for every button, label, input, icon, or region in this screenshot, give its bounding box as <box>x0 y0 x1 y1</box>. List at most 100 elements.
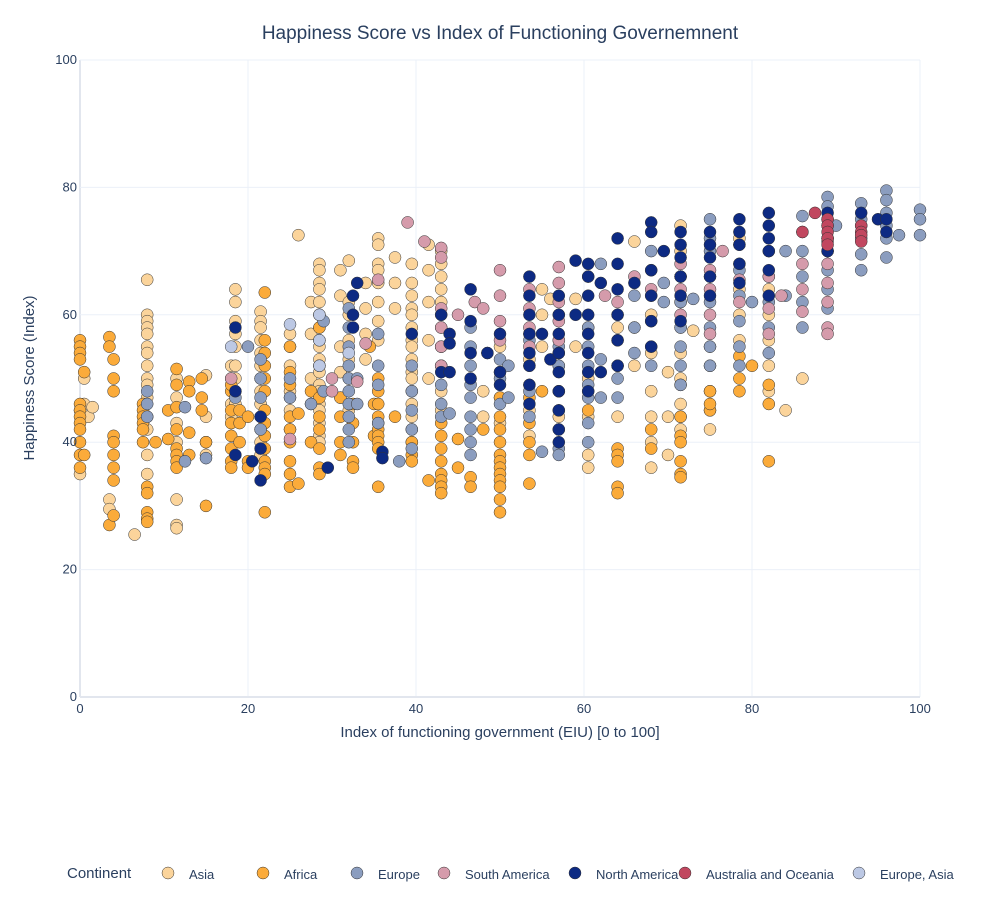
data-point[interactable] <box>581 416 595 430</box>
data-point[interactable] <box>716 244 729 258</box>
data-point[interactable] <box>371 238 385 251</box>
data-point[interactable] <box>254 442 267 455</box>
data-point[interactable] <box>854 263 868 277</box>
data-point[interactable] <box>388 410 402 423</box>
data-point[interactable] <box>422 334 435 347</box>
data-point[interactable] <box>283 455 297 468</box>
data-point[interactable] <box>170 378 183 392</box>
data-point[interactable] <box>611 359 624 373</box>
data-point[interactable] <box>880 225 893 239</box>
data-point[interactable] <box>523 346 536 360</box>
data-point[interactable] <box>107 353 120 366</box>
data-point[interactable] <box>334 448 347 462</box>
data-point[interactable] <box>552 365 566 379</box>
data-point[interactable] <box>493 327 507 341</box>
data-point[interactable] <box>657 295 671 309</box>
data-point[interactable] <box>325 384 339 398</box>
legend-item[interactable]: Africa <box>256 866 318 882</box>
data-point[interactable] <box>229 448 242 462</box>
data-point[interactable] <box>674 410 687 423</box>
data-point[interactable] <box>140 346 154 360</box>
data-point[interactable] <box>674 289 687 302</box>
data-point[interactable] <box>644 384 658 398</box>
data-point[interactable] <box>674 251 687 264</box>
data-point[interactable] <box>880 193 893 207</box>
data-point[interactable] <box>464 346 477 360</box>
data-point[interactable] <box>140 410 154 423</box>
data-point[interactable] <box>775 289 788 302</box>
data-point[interactable] <box>107 474 120 487</box>
data-point[interactable] <box>762 397 776 411</box>
data-point[interactable] <box>611 410 624 423</box>
data-point[interactable] <box>523 477 536 490</box>
data-point[interactable] <box>703 384 717 398</box>
data-point[interactable] <box>733 359 746 373</box>
data-point[interactable] <box>434 308 448 322</box>
data-point[interactable] <box>733 238 746 251</box>
data-point[interactable] <box>443 337 456 350</box>
data-point[interactable] <box>703 225 717 239</box>
data-point[interactable] <box>611 308 624 322</box>
data-point[interactable] <box>657 276 671 290</box>
data-point[interactable] <box>434 455 448 468</box>
data-point[interactable] <box>913 228 927 242</box>
data-point[interactable] <box>552 448 566 462</box>
data-point[interactable] <box>674 238 687 251</box>
data-point[interactable] <box>388 276 402 290</box>
data-point[interactable] <box>170 493 183 506</box>
data-point[interactable] <box>552 404 566 417</box>
data-point[interactable] <box>182 384 196 398</box>
data-point[interactable] <box>313 423 326 436</box>
data-point[interactable] <box>493 289 507 302</box>
data-point[interactable] <box>107 372 120 385</box>
data-point[interactable] <box>644 289 658 302</box>
data-point[interactable] <box>762 206 776 220</box>
data-point[interactable] <box>283 467 297 481</box>
data-point[interactable] <box>703 423 717 436</box>
data-point[interactable] <box>405 276 419 290</box>
data-point[interactable] <box>611 257 624 271</box>
data-point[interactable] <box>644 410 658 423</box>
data-point[interactable] <box>405 372 419 385</box>
data-point[interactable] <box>388 251 402 264</box>
data-point[interactable] <box>703 213 717 226</box>
data-point[interactable] <box>581 448 595 462</box>
data-point[interactable] <box>405 289 419 302</box>
data-point[interactable] <box>140 397 154 411</box>
data-point[interactable] <box>796 321 809 334</box>
data-point[interactable] <box>581 346 595 360</box>
data-point[interactable] <box>371 273 385 287</box>
data-point[interactable] <box>136 423 150 436</box>
data-point[interactable] <box>502 391 515 404</box>
data-point[interactable] <box>796 244 809 258</box>
data-point[interactable] <box>342 435 356 449</box>
data-point[interactable] <box>674 470 687 484</box>
data-point[interactable] <box>628 235 641 248</box>
data-point[interactable] <box>229 321 242 334</box>
data-point[interactable] <box>405 327 419 341</box>
data-point[interactable] <box>569 292 582 306</box>
data-point[interactable] <box>229 283 242 296</box>
data-point[interactable] <box>703 270 717 283</box>
data-point[interactable] <box>611 391 624 404</box>
data-point[interactable] <box>523 448 536 462</box>
data-point[interactable] <box>313 263 326 277</box>
data-point[interactable] <box>346 289 360 302</box>
data-point[interactable] <box>342 346 356 360</box>
data-point[interactable] <box>140 327 154 341</box>
data-point[interactable] <box>821 276 834 290</box>
data-point[interactable] <box>703 327 717 341</box>
data-point[interactable] <box>103 340 116 353</box>
data-point[interactable] <box>733 314 746 328</box>
data-point[interactable] <box>405 423 419 436</box>
data-point[interactable] <box>107 509 120 522</box>
data-point[interactable] <box>418 235 431 248</box>
data-point[interactable] <box>821 238 834 251</box>
data-point[interactable] <box>233 416 246 430</box>
data-point[interactable] <box>149 435 162 449</box>
legend-item[interactable]: North America <box>568 866 679 882</box>
data-point[interactable] <box>283 372 297 385</box>
data-point[interactable] <box>229 359 242 373</box>
data-point[interactable] <box>686 292 700 306</box>
data-point[interactable] <box>552 423 566 436</box>
